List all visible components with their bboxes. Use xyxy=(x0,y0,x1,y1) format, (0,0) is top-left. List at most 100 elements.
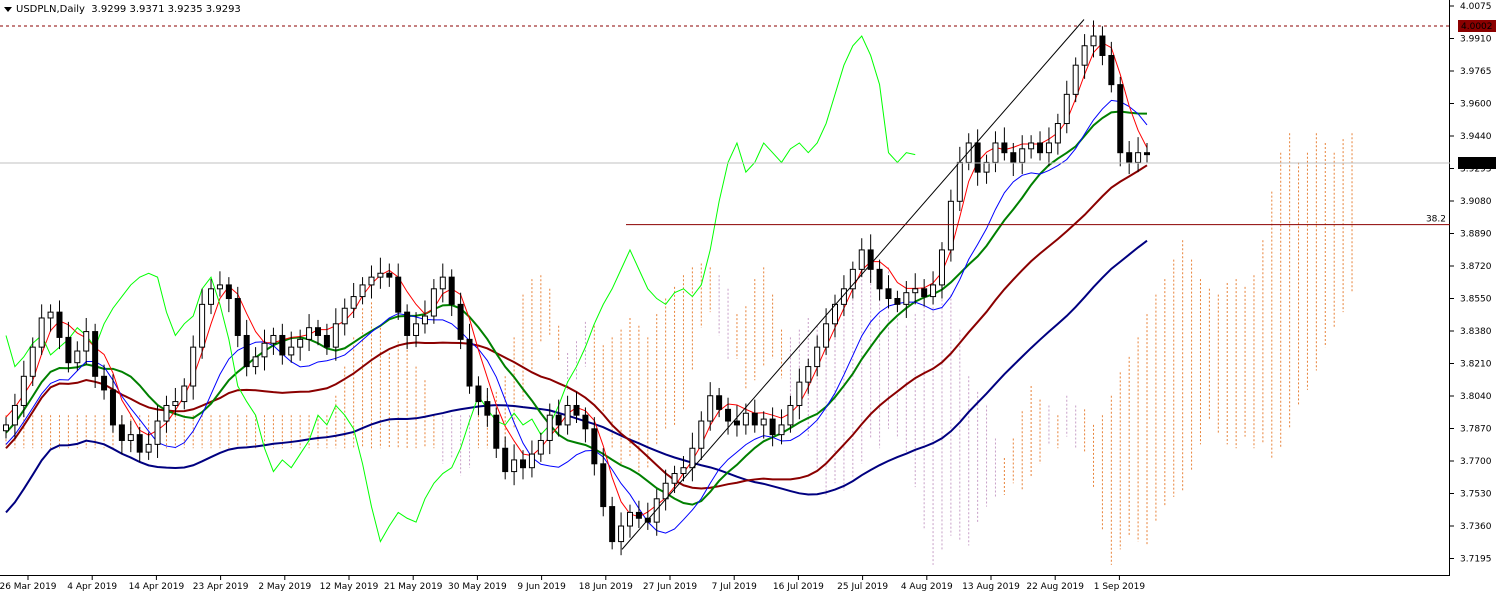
candle xyxy=(118,415,125,455)
candle xyxy=(894,290,901,313)
candle xyxy=(3,417,9,439)
candle xyxy=(1072,57,1079,103)
candle xyxy=(475,376,482,416)
candle xyxy=(279,323,286,365)
candle xyxy=(448,269,455,317)
candle xyxy=(751,399,758,433)
x-tick-label: 30 May 2019 xyxy=(448,582,507,592)
candle xyxy=(600,448,607,517)
x-tick-label: 13 Aug 2019 xyxy=(962,582,1020,592)
candle xyxy=(297,329,304,361)
candle xyxy=(181,378,188,410)
candle xyxy=(1090,20,1097,58)
y-tick-label: 3.8890 xyxy=(1460,230,1492,240)
candle xyxy=(288,331,295,363)
high-price-marker xyxy=(1458,20,1496,32)
candle xyxy=(591,417,598,476)
candle xyxy=(502,436,509,480)
candle xyxy=(11,393,18,439)
candle xyxy=(1117,76,1124,167)
y-tick-label: 3.8040 xyxy=(1460,392,1492,402)
candle xyxy=(92,323,99,388)
x-tick-label: 21 May 2019 xyxy=(384,582,443,592)
candle xyxy=(742,403,749,435)
candle xyxy=(573,391,580,423)
ohlc-values: 3.9299 3.9371 3.9235 3.9293 xyxy=(91,4,241,15)
ma-long-line xyxy=(5,239,1148,514)
symbol-header: USDPLN,Daily 3.9299 3.9371 3.9235 3.9293 xyxy=(4,4,241,15)
candle xyxy=(350,282,357,318)
y-tick-label: 3.9440 xyxy=(1460,132,1492,142)
x-tick-label: 9 Jun 2019 xyxy=(517,582,566,592)
candle xyxy=(484,387,491,427)
x-tick-label: 23 Apr 2019 xyxy=(193,582,249,592)
candle xyxy=(689,432,696,482)
dropdown-triangle-icon[interactable] xyxy=(4,6,12,12)
candle xyxy=(172,387,179,416)
x-tick-label: 2 May 2019 xyxy=(258,582,311,592)
ma-mid-line xyxy=(5,164,1148,490)
candle xyxy=(65,321,72,373)
candle xyxy=(653,489,660,536)
candle xyxy=(528,440,535,478)
candle xyxy=(332,308,339,361)
plot-area xyxy=(0,0,1450,576)
x-tick-label: 4 Aug 2019 xyxy=(901,582,953,592)
candle xyxy=(413,312,420,348)
candle xyxy=(582,407,589,443)
candle xyxy=(885,275,892,309)
candle xyxy=(698,411,705,460)
tenkan-sen-line xyxy=(5,42,1148,518)
candle xyxy=(199,288,206,359)
candle xyxy=(769,407,776,447)
candle xyxy=(127,421,134,453)
candle xyxy=(1144,142,1150,163)
candle xyxy=(1037,131,1044,161)
candle xyxy=(974,129,981,186)
candle xyxy=(430,279,437,324)
x-tick-label: 25 Jul 2019 xyxy=(837,582,888,592)
candle xyxy=(421,300,428,334)
candle xyxy=(306,314,313,352)
ichimoku-cloud xyxy=(5,133,1353,565)
candle xyxy=(261,329,268,371)
candle xyxy=(867,234,874,283)
y-tick-label: 3.9910 xyxy=(1460,35,1492,45)
candle xyxy=(83,317,90,365)
y-tick-label: 3.7870 xyxy=(1460,425,1492,435)
candle xyxy=(912,273,919,305)
candle xyxy=(234,286,241,348)
symbol-name: USDPLN,Daily xyxy=(16,4,85,15)
candle xyxy=(546,403,553,455)
candle xyxy=(930,271,937,305)
candle xyxy=(921,279,928,307)
candle xyxy=(368,265,375,299)
candles xyxy=(3,20,1150,556)
current-price-marker xyxy=(1458,157,1496,169)
candle xyxy=(956,146,963,212)
candle xyxy=(225,277,232,313)
candle xyxy=(1001,127,1008,161)
current-price-label: 3.9293 xyxy=(1461,159,1493,169)
candle xyxy=(733,405,740,437)
candle xyxy=(555,399,562,437)
candle xyxy=(56,300,63,350)
candle xyxy=(493,407,500,458)
y-tick-label: 3.8380 xyxy=(1460,327,1492,337)
candle xyxy=(208,279,215,315)
candle xyxy=(1028,135,1035,159)
candle xyxy=(626,504,633,538)
candle xyxy=(38,304,45,355)
kijun-sen-line xyxy=(5,99,1148,534)
y-tick-label: 3.7360 xyxy=(1460,522,1492,532)
candle xyxy=(609,496,616,550)
candle xyxy=(716,387,723,418)
candle xyxy=(760,411,767,439)
candle xyxy=(635,500,642,528)
candle xyxy=(404,304,411,350)
y-tick-label: 3.8720 xyxy=(1460,262,1492,272)
candle xyxy=(1099,26,1106,66)
candle xyxy=(1054,113,1061,155)
y-tick-label: 4.0075 xyxy=(1460,2,1492,12)
